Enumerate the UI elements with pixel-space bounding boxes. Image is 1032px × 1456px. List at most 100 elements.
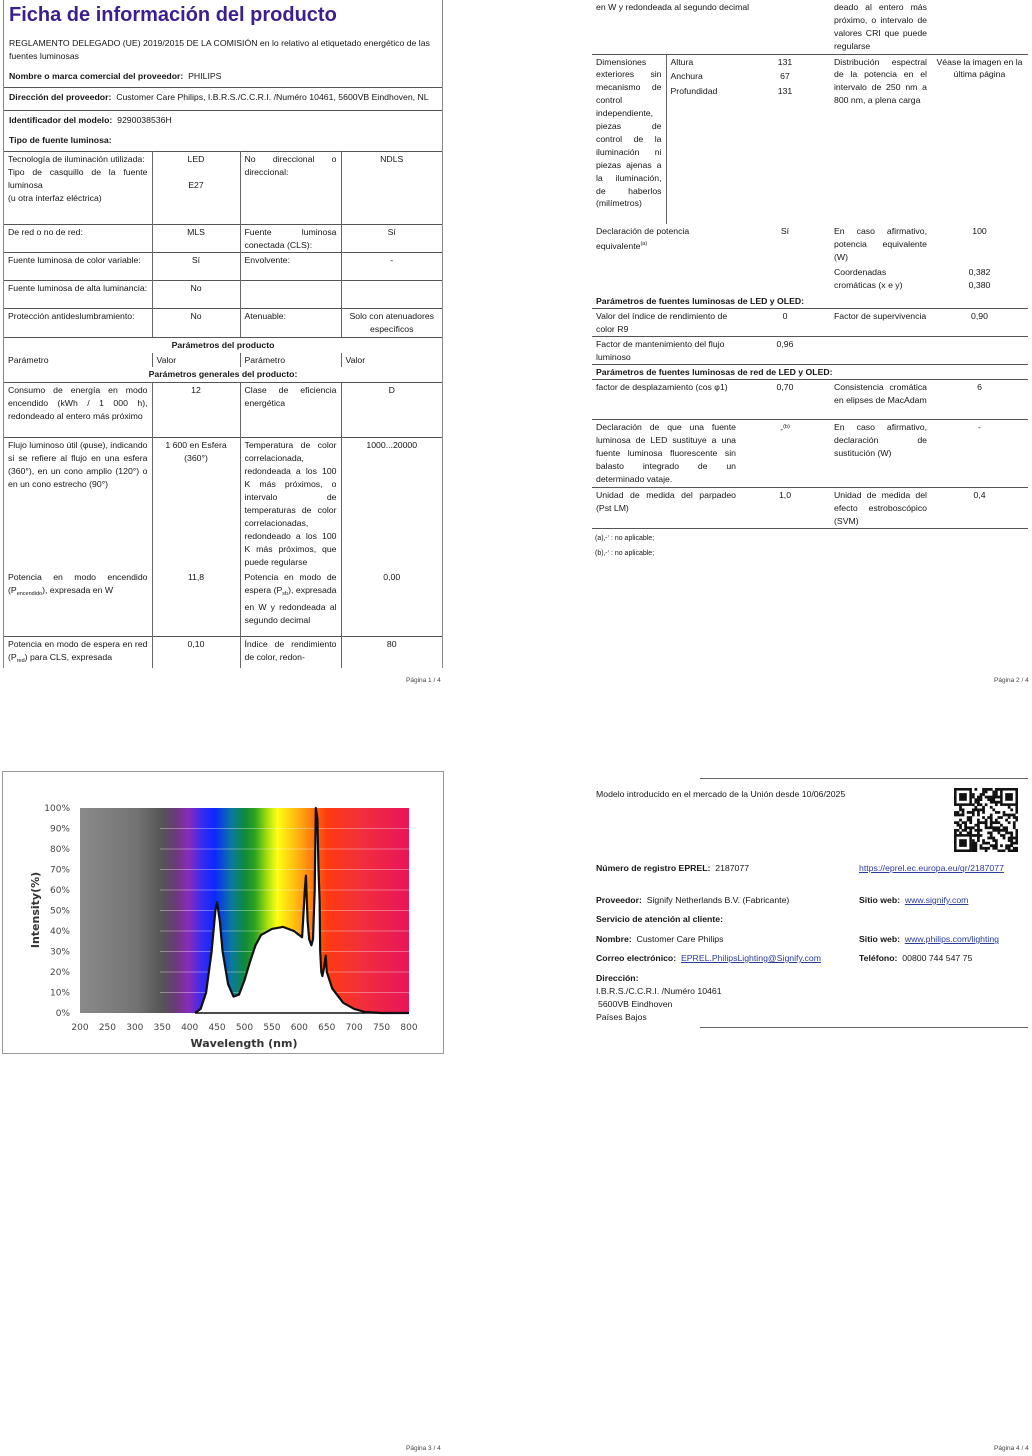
param-text: ), expresada en W <box>42 584 114 595</box>
x-tick-label: 450 <box>208 1023 225 1033</box>
dimension-label: Profundidad <box>670 86 718 97</box>
qr-finder <box>954 834 972 852</box>
table-row: Protección antideslumbramiento: No Atenu… <box>4 308 442 337</box>
param-cell: Flujo luminoso útil (φuse), indicando si… <box>8 440 148 490</box>
name-value: Customer Care Philips <box>636 934 724 944</box>
qr-code[interactable] <box>954 788 1018 852</box>
param-cell: Envolvente: <box>239 252 341 281</box>
value-cell: 0,96 <box>776 338 794 349</box>
param-cell: deado al entero más próximo, o intervalo… <box>834 2 927 51</box>
brand-row: Nombre o marca comercial del proveedor: … <box>4 70 442 87</box>
x-tick-label: 750 <box>373 1023 390 1033</box>
email-row: Correo electrónico: EPREL.PhilipsLightin… <box>596 952 821 965</box>
param-cell: Consistencia cromática en elipses de Mac… <box>834 381 927 405</box>
value-cell: 100 0,382 0,380 <box>931 224 1028 294</box>
divider <box>700 1027 1028 1028</box>
supplier-website-link[interactable]: www.signify.com <box>904 895 969 905</box>
page-number: Página 4 / 4 <box>994 1445 1029 1452</box>
x-tick-label: 700 <box>346 1023 363 1033</box>
value-cell: Sí <box>780 226 790 236</box>
x-tick-label: 800 <box>400 1023 417 1033</box>
value-cell: 0,00 <box>340 569 442 637</box>
light-source-type-table: Tecnología de iluminación utilizada: Tipo… <box>4 151 442 337</box>
value-cell: MLS <box>151 224 240 253</box>
table-row: Potencia en modo de espera en red (Pred)… <box>4 636 442 669</box>
phone-label: Teléfono: <box>859 953 898 963</box>
param-text: Potencia en modo encendido (P <box>8 571 148 595</box>
table-row: Declaración de que una fuente luminosa d… <box>592 419 1028 488</box>
y-tick-label: 90% <box>50 825 70 835</box>
value-cell: 1 600 en Esfera (360°) <box>151 437 240 570</box>
param-cell: Declaración de potencia equivalente(a) <box>592 224 740 294</box>
general-parameters-table: Consumo de energía en modo encendido (kW… <box>4 382 442 669</box>
param-cell <box>239 280 341 309</box>
value-cell: 0,70 <box>776 381 794 392</box>
value-cell: 11,8 <box>151 569 240 637</box>
brand-label: Nombre o marca comercial del proveedor: <box>9 70 184 81</box>
column-header: Parámetro <box>8 355 49 366</box>
column-header: Parámetro <box>239 353 341 368</box>
x-tick-label: 650 <box>318 1023 335 1033</box>
table-row: Fuente luminosa de alta luminancia: No <box>4 280 442 309</box>
param-cell: Valor del índice de rendimiento de color… <box>596 310 728 334</box>
y-tick-label: 60% <box>50 886 70 896</box>
y-tick-label: 30% <box>50 948 70 958</box>
value-cell: - <box>978 421 981 432</box>
service-website-link[interactable]: www.philips.com/lighting <box>904 934 1000 944</box>
mains-title: Parámetros de fuentes luminosas de red d… <box>596 366 833 377</box>
dimension-values: 131 67 131 <box>740 54 830 224</box>
value-cell: 0 <box>782 310 788 321</box>
dimension-value: 131 <box>777 86 793 97</box>
column-header: Valor <box>151 353 240 368</box>
website-label: Sitio web: <box>859 895 901 905</box>
section-header: Parámetros de fuentes luminosas de LED y… <box>592 294 1028 309</box>
divider <box>4 86 442 88</box>
table-row: Tecnología de iluminación utilizada: Tipo… <box>4 151 442 225</box>
page-number: Página 3 / 4 <box>406 1445 441 1452</box>
value-text: E27 <box>188 180 204 191</box>
x-tick-label: 350 <box>154 1023 171 1033</box>
parameters-table-continued: en W y redondeada al segundo decimal dea… <box>592 0 1028 529</box>
name-label: Nombre: <box>596 934 632 944</box>
y-tick-label: 40% <box>50 927 70 937</box>
phone-row: Teléfono: 00800 744 547 75 <box>859 952 972 965</box>
dimension-value: 67 <box>780 71 790 82</box>
product-parameters-table: Parámetros del producto Parámetro Valor … <box>4 337 442 383</box>
y-tick-label: 50% <box>50 907 70 917</box>
page-number: Página 1 / 4 <box>406 677 441 684</box>
name-row: Nombre: Customer Care Philips <box>596 933 723 946</box>
table-row: Flujo luminoso útil (φuse), indicando si… <box>4 437 442 570</box>
value-cell: Sí <box>340 224 442 253</box>
param-text: En caso afirmativo, potencia equivalente… <box>834 226 927 262</box>
type-label-text: Tipo de fuente luminosa: <box>9 134 112 145</box>
subscript: sb <box>282 590 289 597</box>
page-3-spectrum-chart: 0% 10% 20% 30% 40% 50% 60% 70% 80% 90% 100% 200 250… <box>2 771 444 1054</box>
document-title: Ficha de información del producto <box>9 4 337 26</box>
market-date: Modelo introducido en el mercado de la U… <box>596 789 846 799</box>
param-text: ), expresada en W y redondeada al segund… <box>244 584 337 625</box>
param-cell: Temperatura de color correlacionada, red… <box>239 437 341 570</box>
value-cell: Véase la imagen en la última página <box>936 56 1023 80</box>
column-header: Valor <box>340 353 442 368</box>
param-cell: En caso afirmativo, declaración de susti… <box>834 421 927 458</box>
table-row: Declaración de potencia equivalente(a) S… <box>592 224 1028 294</box>
qr-finder <box>1000 788 1018 806</box>
table-row: Unidad de medida del parpadeo (Pst LM) 1… <box>592 487 1028 529</box>
param-cell: Tecnología de iluminación utilizada: Tipo… <box>4 152 152 225</box>
param-cell: Clase de eficiencia energética <box>239 382 341 438</box>
footnote-ref: (a) <box>640 240 648 247</box>
divider <box>700 778 1028 779</box>
value-cell <box>340 280 442 309</box>
y-tick-label: 80% <box>50 845 70 855</box>
param-cell: Potencia en modo de espera (Psb), expres… <box>239 569 341 637</box>
y-tick-label: 100% <box>44 804 70 814</box>
param-text: Tipo de casquillo de la fuente luminosa <box>8 167 148 191</box>
divider <box>4 109 442 111</box>
email-link[interactable]: EPREL.PhilipsLighting@Signify.com <box>680 953 821 963</box>
param-cell: No direccional o direccional: <box>239 151 341 225</box>
param-cell: en W y redondeada al segundo decimal <box>596 2 750 12</box>
qr-finder <box>954 788 972 806</box>
param-cell: Declaración de que una fuente luminosa d… <box>596 421 736 484</box>
eprel-link[interactable]: https://eprel.ec.europa.eu/qr/2187077 <box>859 863 1004 873</box>
dimension-value: 131 <box>777 56 793 67</box>
